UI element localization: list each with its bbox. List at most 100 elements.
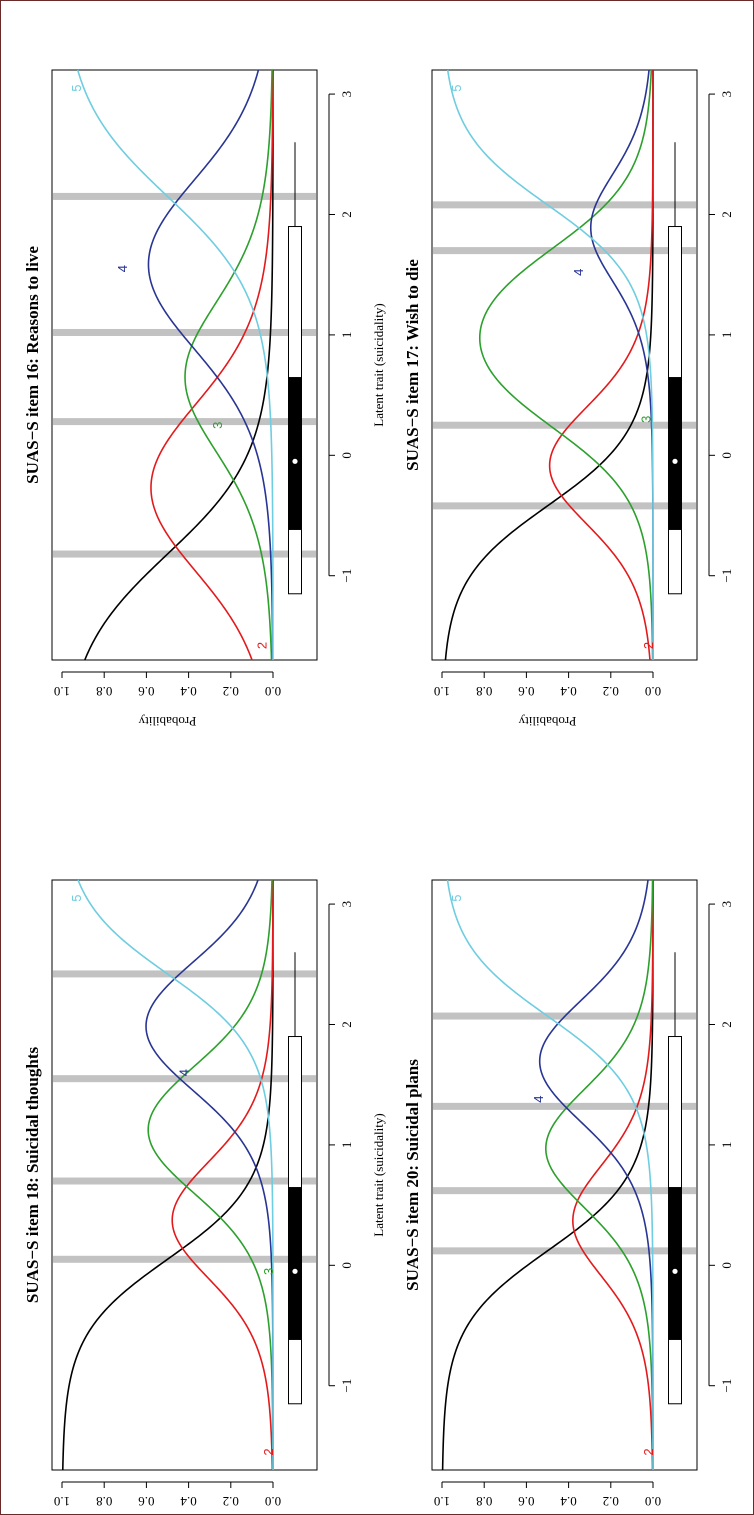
category-4-curve — [147, 69, 274, 661]
threshold-band-1 — [53, 550, 316, 558]
curve-label-3: 3 — [261, 1268, 276, 1275]
boxplot-interquartile-box — [288, 1187, 302, 1340]
x-tick-label: 2 — [339, 1021, 354, 1027]
x-axis-label: Latent trait (suicidality) — [751, 303, 754, 426]
threshold-band-4 — [433, 201, 696, 209]
x-tick-label: −1 — [339, 569, 354, 583]
category-4-curve — [145, 879, 274, 1470]
y-tick-label: 0.4 — [560, 1494, 577, 1509]
category-3-curve — [478, 69, 654, 661]
category-1-curve — [441, 880, 654, 1471]
category-2-curve — [548, 69, 654, 661]
threshold-band-4 — [53, 192, 316, 200]
curve-label-3: 3 — [210, 422, 225, 429]
x-tick-label: 0 — [339, 452, 354, 459]
curve-label-3: 3 — [639, 416, 654, 423]
curve-label-4: 4 — [176, 1069, 191, 1076]
x-tick-label: 2 — [719, 1021, 734, 1027]
x-axis-label: Latent trait (suicidality) — [371, 303, 386, 426]
plot-area-frame — [51, 69, 318, 661]
boxplot-interquartile-box — [288, 377, 302, 530]
x-tick-label: 3 — [339, 901, 354, 908]
y-tick-label: 0.2 — [223, 1494, 239, 1509]
curve-label-5: 5 — [449, 894, 464, 901]
threshold-band-2 — [53, 1177, 316, 1185]
curve-label-5: 5 — [69, 84, 84, 91]
x-tick-label: 1 — [339, 332, 354, 339]
threshold-band-3 — [433, 247, 696, 255]
x-tick-label: 1 — [339, 1142, 354, 1149]
category-2-curve — [150, 69, 274, 661]
threshold-band-1 — [433, 1247, 696, 1255]
category-3-curve — [545, 879, 654, 1471]
threshold-band-1 — [53, 1255, 316, 1263]
category-3-curve — [147, 879, 274, 1471]
y-tick-label: 1.0 — [434, 684, 450, 699]
chart-title: SUAS−S item 20: Suicidal plans — [403, 1059, 422, 1291]
y-tick-label: 0.0 — [265, 1494, 281, 1509]
chart-panel-4: SUAS−S item 17: Wish to die 2 3 4 5 −1 0 1 2 3 Lat… — [403, 69, 754, 729]
boxplot-median-point — [292, 1268, 298, 1274]
category-5-curve — [77, 879, 274, 1470]
curve-label-5: 5 — [69, 894, 84, 901]
curve-label-2: 2 — [641, 642, 656, 649]
curve-label-2: 2 — [641, 1448, 656, 1455]
x-tick-label: −1 — [719, 1379, 734, 1393]
y-tick-label: 0.0 — [645, 684, 661, 699]
x-tick-label: −1 — [339, 1379, 354, 1393]
x-tick-label: 0 — [719, 1262, 734, 1269]
boxplot-median-point — [672, 458, 678, 464]
threshold-band-2 — [433, 421, 696, 429]
threshold-band-2 — [433, 1187, 696, 1195]
curve-label-5: 5 — [449, 84, 464, 91]
threshold-band-3 — [53, 328, 316, 336]
threshold-band-3 — [53, 1075, 316, 1083]
y-tick-label: 1.0 — [434, 1494, 450, 1509]
curve-label-4: 4 — [531, 1096, 546, 1103]
y-tick-label: 0.6 — [518, 1494, 535, 1509]
y-tick-label: 0.8 — [96, 1494, 112, 1509]
y-tick-label: 0.2 — [603, 1494, 619, 1509]
x-tick-label: 2 — [339, 211, 354, 218]
category-4-curve — [538, 879, 654, 1470]
category-2-curve — [572, 879, 654, 1471]
boxplot-median-point — [672, 1268, 678, 1274]
y-tick-label: 0.4 — [180, 684, 197, 699]
boxplot-interquartile-box — [668, 1187, 682, 1340]
plot-area-frame — [51, 879, 318, 1471]
x-tick-label: 3 — [719, 901, 734, 908]
chart-panel-1: SUAS−S item 18: Suicidal thoughts 2 3 4 5 −1 0… — [23, 879, 386, 1509]
y-tick-label: 0.2 — [603, 684, 619, 699]
x-tick-label: 2 — [719, 211, 734, 218]
x-axis-label: Latent trait (suicidality) — [371, 1113, 386, 1236]
plot-area-frame — [431, 69, 698, 661]
x-tick-label: 1 — [719, 1142, 734, 1149]
y-tick-label: 0.6 — [138, 1494, 155, 1509]
x-tick-label: 0 — [719, 452, 734, 459]
y-tick-label: 0.4 — [180, 1494, 197, 1509]
category-5-curve — [446, 69, 654, 660]
category-3-curve — [184, 69, 273, 661]
curve-label-2: 2 — [261, 1448, 276, 1455]
y-tick-label: 1.0 — [54, 1494, 70, 1509]
boxplot-interquartile-box — [668, 377, 682, 530]
category-5-curve — [76, 69, 274, 660]
x-axis-label: Latent trait (suicidality) — [751, 1113, 754, 1236]
category-5-curve — [446, 879, 654, 1470]
threshold-band-2 — [53, 418, 316, 426]
y-tick-label: 0.2 — [223, 684, 239, 699]
y-axis-label: Probability — [138, 714, 196, 729]
curve-label-4: 4 — [115, 265, 130, 272]
chart-title: SUAS−S item 16: Reasons to live — [23, 246, 42, 484]
chart-title: SUAS−S item 17: Wish to die — [403, 259, 422, 471]
x-tick-label: 0 — [339, 1262, 354, 1269]
curve-label-2: 2 — [254, 642, 269, 649]
y-axis-label: Probability — [518, 714, 576, 729]
threshold-band-4 — [53, 970, 316, 978]
y-tick-label: 0.6 — [518, 684, 535, 699]
y-tick-label: 1.0 — [54, 684, 70, 699]
x-tick-label: 3 — [719, 91, 734, 98]
category-1-curve — [84, 70, 274, 661]
